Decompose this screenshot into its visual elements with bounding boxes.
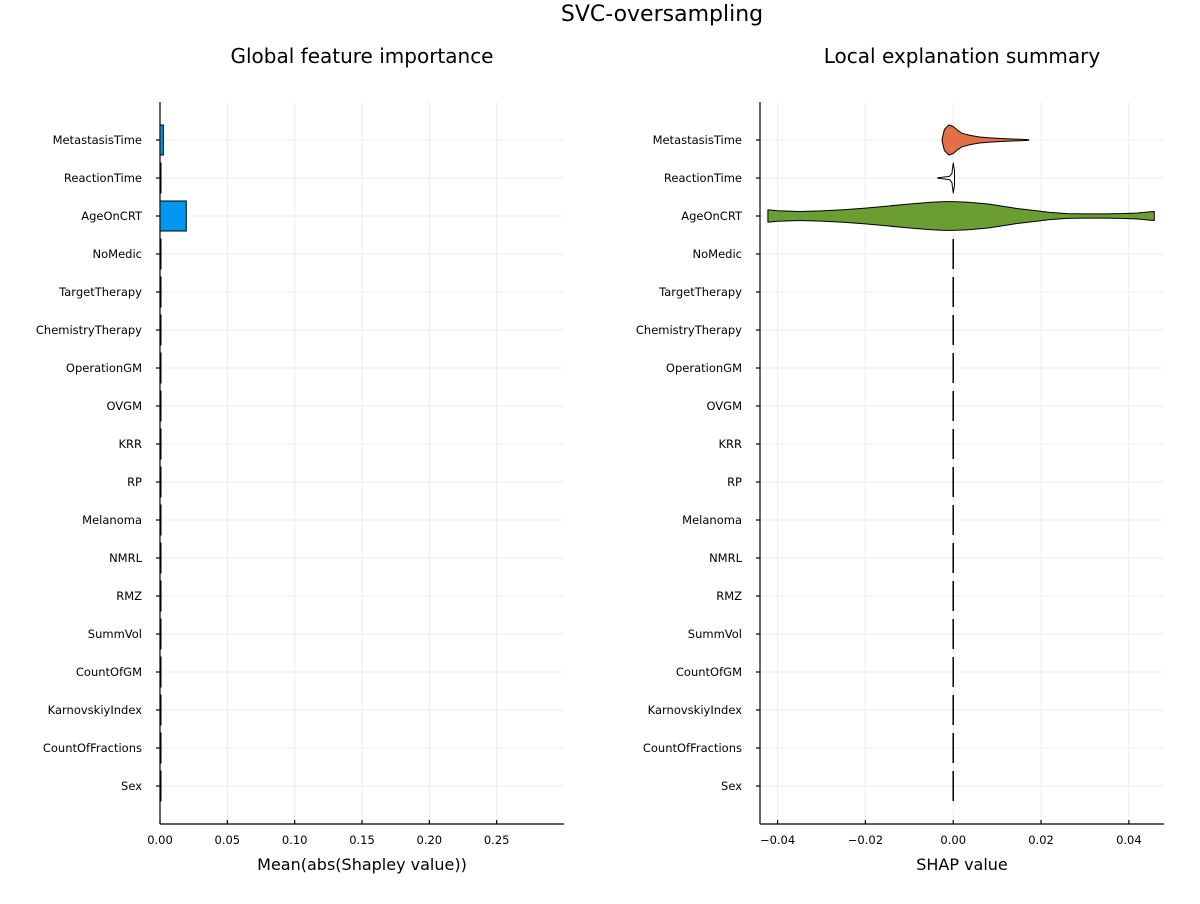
right-y-tick-label-sex: Sex — [721, 779, 742, 793]
bar-krr — [159, 428, 162, 460]
violin-ageoncrt — [767, 201, 1155, 231]
right-x-tick-label: 0.04 — [1116, 833, 1142, 847]
left-panel-plot: MetastasisTime ReactionTime AgeOnCRT NoMedi… — [36, 102, 564, 847]
bar-countofgm — [159, 656, 162, 688]
right-x-tick-label: 0.00 — [940, 833, 966, 847]
bar-targettherapy — [159, 276, 162, 308]
bar-summvol — [159, 618, 162, 650]
right-x-axis-label: SHAP value — [916, 855, 1008, 874]
bar-ovgm — [159, 390, 162, 422]
left-y-tick-label-countoffractions: CountOfFractions — [43, 741, 142, 755]
right-y-tick-label-chemistrytherapy: ChemistryTherapy — [636, 323, 742, 337]
right-panel-plot: MetastasisTime ReactionTime AgeOnCRT NoMedi… — [636, 102, 1164, 847]
figure-title: SVC-oversampling — [561, 2, 763, 27]
bar-rp — [159, 466, 162, 498]
left-y-tick-label-krr: KRR — [118, 437, 142, 451]
bar-nomedic — [159, 238, 162, 270]
right-y-tick-label-operationgm: OperationGM — [666, 361, 742, 375]
right-y-tick-label-summvol: SummVol — [688, 627, 742, 641]
right-y-tick-label-targettherapy: TargetTherapy — [658, 285, 742, 299]
left-y-tick-label-summvol: SummVol — [88, 627, 142, 641]
bar-rmz — [159, 580, 162, 612]
left-y-tick-label-rp: RP — [127, 475, 142, 489]
right-panel-title: Local explanation summary — [824, 44, 1101, 68]
bar-chemistrytherapy — [159, 314, 162, 346]
right-x-tick-label: 0.02 — [1028, 833, 1054, 847]
left-y-tick-label-ageoncrt: AgeOnCRT — [81, 209, 143, 223]
right-y-tick-label-rp: RP — [727, 475, 742, 489]
right-x-tick-label: −0.04 — [760, 833, 795, 847]
right-y-tick-label-melanoma: Melanoma — [682, 513, 742, 527]
right-y-tick-label-countoffractions: CountOfFractions — [643, 741, 742, 755]
right-y-tick-label-rmz: RMZ — [716, 589, 742, 603]
bar-metastasistime — [159, 124, 164, 156]
right-y-tick-label-countofgm: CountOfGM — [676, 665, 742, 679]
left-x-axis-label: Mean(abs(Shapley value)) — [257, 855, 467, 874]
bar-operationgm — [159, 352, 162, 384]
right-x-tick-label: −0.02 — [848, 833, 883, 847]
left-y-tick-label-reactiontime: ReactionTime — [64, 171, 142, 185]
left-y-tick-label-rmz: RMZ — [116, 589, 142, 603]
right-y-tick-label-ovgm: OVGM — [706, 399, 742, 413]
left-y-tick-label-countofgm: CountOfGM — [76, 665, 142, 679]
violin-metastasistime — [941, 124, 1030, 156]
right-y-tick-label-metastasistime: MetastasisTime — [653, 133, 742, 147]
left-y-tick-label-targettherapy: TargetTherapy — [58, 285, 142, 299]
bar-countoffractions — [159, 732, 162, 764]
left-x-tick-label: 0.05 — [215, 833, 241, 847]
bar-melanoma — [159, 504, 162, 536]
left-x-tick-label: 0.10 — [282, 833, 308, 847]
left-y-tick-label-chemistrytherapy: ChemistryTherapy — [36, 323, 142, 337]
left-y-tick-label-nomedic: NoMedic — [93, 247, 142, 261]
bar-nmrl — [159, 542, 162, 574]
right-y-tick-label-karnovskiyindex: KarnovskiyIndex — [648, 703, 743, 717]
left-x-tick-label: 0.20 — [417, 833, 443, 847]
left-x-tick-label: 0.15 — [349, 833, 375, 847]
right-y-tick-label-nomedic: NoMedic — [693, 247, 742, 261]
left-y-tick-label-ovgm: OVGM — [106, 399, 142, 413]
left-y-tick-label-metastasistime: MetastasisTime — [53, 133, 142, 147]
left-y-tick-label-sex: Sex — [121, 779, 142, 793]
right-y-tick-label-krr: KRR — [718, 437, 742, 451]
right-y-tick-label-ageoncrt: AgeOnCRT — [681, 209, 743, 223]
left-y-tick-label-karnovskiyindex: KarnovskiyIndex — [48, 703, 143, 717]
left-y-tick-label-nmrl: NMRL — [109, 551, 143, 565]
left-panel-title: Global feature importance — [231, 44, 494, 68]
violin-reactiontime — [937, 162, 955, 194]
left-y-tick-label-operationgm: OperationGM — [66, 361, 142, 375]
bar-sex — [159, 770, 162, 802]
left-y-tick-label-melanoma: Melanoma — [82, 513, 142, 527]
left-x-tick-label: 0.25 — [484, 833, 510, 847]
left-x-tick-label: 0.00 — [147, 833, 173, 847]
right-y-tick-label-nmrl: NMRL — [709, 551, 743, 565]
bar-ageoncrt — [159, 200, 187, 232]
right-y-tick-label-reactiontime: ReactionTime — [664, 171, 742, 185]
bar-reactiontime — [159, 162, 162, 194]
bar-karnovskiyindex — [159, 694, 162, 726]
